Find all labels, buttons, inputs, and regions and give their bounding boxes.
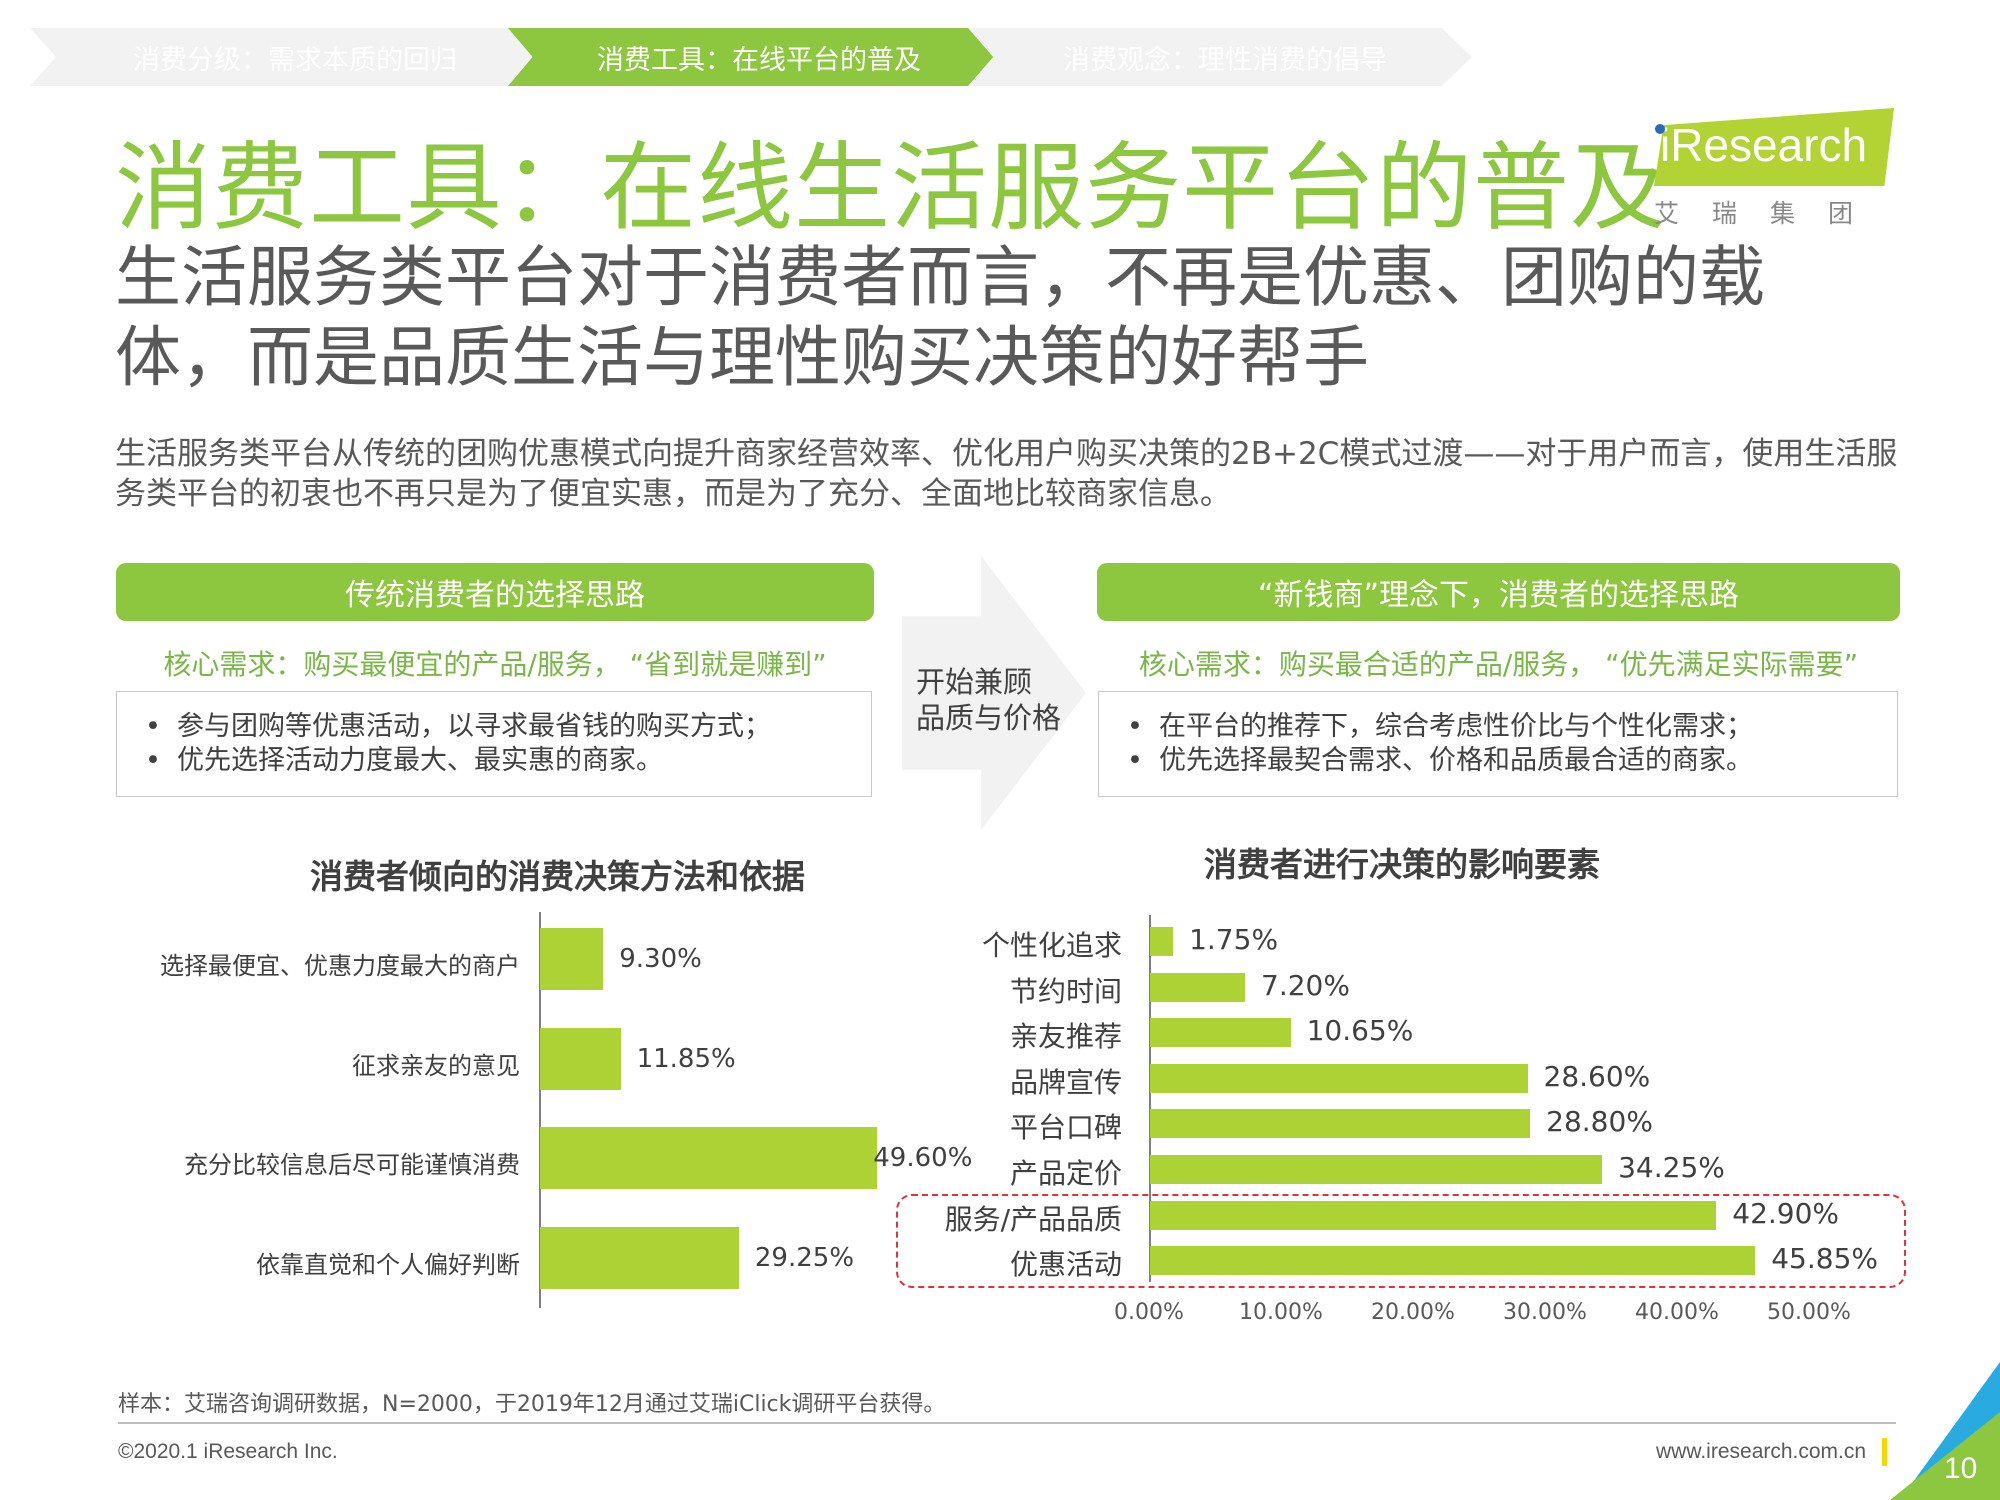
chart-2-value-label: 28.60% xyxy=(1543,1059,1651,1093)
chart-2-category-label: 个性化追求 xyxy=(981,929,1122,962)
chart-2-category-label: 产品定价 xyxy=(1009,1157,1122,1190)
chart-1-value-label: 9.30% xyxy=(619,944,702,974)
chart-2-bar xyxy=(1150,1018,1291,1048)
sample-note: 样本：艾瑞咨询调研数据，N=2000，于2019年12月通过艾瑞iClick调研… xyxy=(118,1392,946,1417)
chart-2-x-tick-label: 10.00% xyxy=(1239,1300,1323,1325)
highlight-box xyxy=(896,1194,1906,1288)
chart-1-bar xyxy=(540,1226,739,1289)
chart-1-value-label: 29.25% xyxy=(754,1242,855,1273)
transition-text-line-1: 开始兼顾 xyxy=(916,665,1033,699)
chart-1-value-label: 49.60% xyxy=(873,1143,973,1173)
right-bullet-2: 优先选择最契合需求、价格和品质最合适的商家。 xyxy=(1127,744,1897,778)
right-panel-bullets: 在平台的推荐下，综合考虑性价比与个性化需求； 优先选择最契合需求、价格和品质最合… xyxy=(1127,710,1897,778)
footer-divider xyxy=(118,1422,1896,1424)
page-subtitle: 生活服务类平台对于消费者而言，不再是优惠、团购的载体，而是品质生活与理性购买决策… xyxy=(115,239,1765,396)
chart-1-title: 消费者倾向的消费决策方法和依据 xyxy=(310,857,805,896)
left-panel-box: 参与团购等优惠活动，以寻求最省钱的购买方式； 优先选择活动力度最大、最实惠的商家… xyxy=(116,691,872,797)
chart-2-bar xyxy=(1150,972,1246,1002)
left-bullet-2: 优先选择活动力度最大、最实惠的商家。 xyxy=(145,744,871,778)
breadcrumb-step-2-label: 消费工具：在线平台的普及 xyxy=(597,44,921,76)
logo-chinese-name: 艾瑞集团 xyxy=(1654,199,1887,228)
chart-1-category-label: 依靠直觉和个人偏好判断 xyxy=(256,1250,520,1279)
chart-1-y-axis xyxy=(539,912,541,1308)
transition-text-line-2: 品质与价格 xyxy=(916,701,1062,735)
chart-1-bar xyxy=(540,928,604,990)
chart-2-x-tick-label: 30.00% xyxy=(1503,1300,1587,1325)
chart-2-bar xyxy=(1150,1109,1531,1139)
chart-2-value-label: 1.75% xyxy=(1189,923,1279,956)
left-bullet-1: 参与团购等优惠活动，以寻求最省钱的购买方式； xyxy=(145,710,871,744)
chart-1-category-label: 选择最便宜、优惠力度最大的商户 xyxy=(160,952,520,980)
breadcrumb-step-3[interactable]: 消费观念：理性消费的倡导 xyxy=(968,28,1472,86)
breadcrumb-step-1[interactable]: 消费分级：需求本质的回归 xyxy=(30,28,550,86)
chart-2-value-label: 45.85% xyxy=(1771,1242,1878,1276)
chart-1-category-label: 充分比较信息后尽可能谨慎消费 xyxy=(184,1151,520,1179)
right-panel-core-need: 核心需求：购买最合适的产品/服务， “优先满足实际需要” xyxy=(1138,648,1859,681)
page-number: 10 xyxy=(1944,1452,1978,1485)
left-panel-core-need: 核心需求：购买最便宜的产品/服务， “省到就是赚到” xyxy=(163,648,827,681)
chart-2-title: 消费者进行决策的影响要素 xyxy=(1204,845,1600,884)
chart-2-x-tick-label: 0.00% xyxy=(1114,1300,1184,1325)
chart-2-x-tick-label: 40.00% xyxy=(1635,1300,1719,1325)
logo-dot-icon xyxy=(1655,124,1665,134)
page-description: 生活服务类平台从传统的团购优惠模式向提升商家经营效率、优化用户购买决策的2B+2… xyxy=(115,436,1898,512)
chart-2-bar xyxy=(1150,1200,1717,1230)
chart-2-bar xyxy=(1150,927,1174,956)
chart-2-value-label: 42.90% xyxy=(1732,1196,1840,1230)
footer-accent-bar xyxy=(1882,1438,1887,1466)
chart-2-category-label: 节约时间 xyxy=(1009,974,1122,1008)
chart-2-bar xyxy=(1150,1155,1603,1184)
chart-2-y-axis xyxy=(1149,915,1151,1282)
chart-2-category-label: 优惠活动 xyxy=(1009,1248,1122,1282)
page-title: 消费工具：在线生活服务平台的普及 xyxy=(115,132,1667,244)
chart-2-category-label: 亲友推荐 xyxy=(1009,1020,1122,1054)
chart-1-bar xyxy=(540,1127,878,1189)
website-link[interactable]: www.iresearch.com.cn xyxy=(1656,1440,1867,1463)
chart-2-x-tick-label: 50.00% xyxy=(1767,1300,1851,1325)
right-panel-box: 在平台的推荐下，综合考虑性价比与个性化需求； 优先选择最契合需求、价格和品质最合… xyxy=(1098,691,1898,797)
chart-2-bar xyxy=(1150,1063,1528,1093)
chart-2-bar xyxy=(1150,1246,1756,1276)
chart-2-category-label: 平台口碑 xyxy=(1009,1111,1122,1145)
left-panel-heading: 传统消费者的选择思路 xyxy=(116,563,874,621)
left-panel-bullets: 参与团购等优惠活动，以寻求最省钱的购买方式； 优先选择活动力度最大、最实惠的商家… xyxy=(145,710,871,778)
copyright: ©2020.1 iResearch Inc. xyxy=(118,1440,338,1463)
logo-wordmark: iResearch xyxy=(1660,119,1868,171)
chart-2-category-label: 品牌宣传 xyxy=(1009,1065,1122,1099)
chart-2-value-label: 34.25% xyxy=(1618,1151,1725,1184)
right-panel-heading: “新钱商”理念下，消费者的选择思路 xyxy=(1097,563,1900,621)
chart-1-category-label: 征求亲友的意见 xyxy=(352,1051,520,1080)
chart-2-value-label: 10.65% xyxy=(1306,1014,1414,1048)
chart-2-value-label: 7.20% xyxy=(1261,968,1350,1002)
breadcrumb-step-2-active[interactable]: 消费工具：在线平台的普及 xyxy=(508,28,1000,86)
transition-text: 开始兼顾 品质与价格 xyxy=(916,664,1061,736)
right-bullet-1: 在平台的推荐下，综合考虑性价比与个性化需求； xyxy=(1127,710,1897,744)
chart-1-value-label: 11.85% xyxy=(636,1043,736,1074)
chart-2-x-tick-label: 20.00% xyxy=(1371,1300,1455,1325)
breadcrumb-step-1-label: 消费分级：需求本质的回归 xyxy=(133,44,457,76)
chart-2-category-label: 服务/产品品质 xyxy=(944,1202,1122,1236)
breadcrumb-step-3-label: 消费观念：理性消费的倡导 xyxy=(1063,44,1387,76)
chart-1-bar xyxy=(540,1027,621,1090)
chart-2-value-label: 28.80% xyxy=(1546,1105,1653,1139)
